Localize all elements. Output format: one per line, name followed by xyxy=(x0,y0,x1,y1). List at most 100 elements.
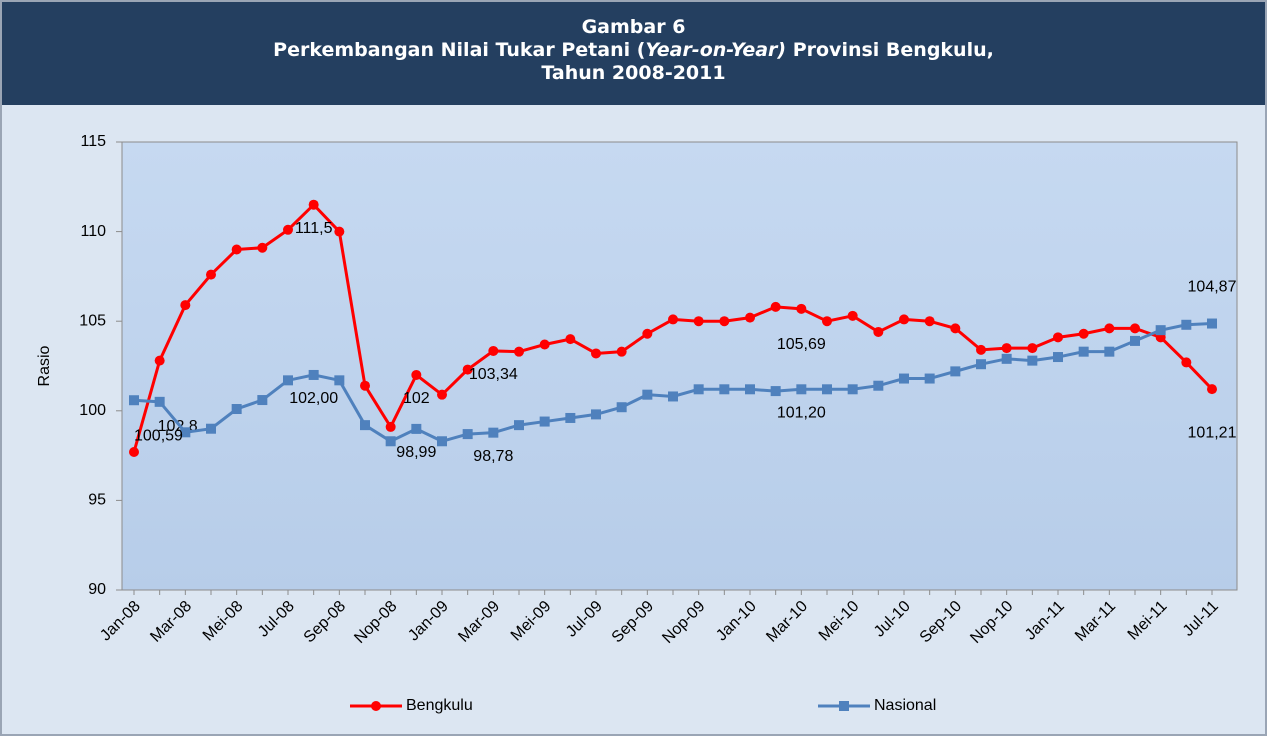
marker xyxy=(796,384,807,395)
data-label: 102,00 xyxy=(289,390,338,407)
marker xyxy=(668,314,678,325)
marker xyxy=(154,396,165,407)
legend-marker xyxy=(371,701,381,711)
marker xyxy=(976,359,986,370)
marker xyxy=(385,421,396,432)
marker xyxy=(1078,346,1089,357)
plot-area xyxy=(121,141,1238,591)
y-tick-label: 115 xyxy=(80,133,106,150)
marker xyxy=(616,346,627,357)
marker xyxy=(385,436,396,447)
marker xyxy=(1053,332,1063,343)
marker xyxy=(847,310,858,321)
marker xyxy=(950,323,961,334)
marker xyxy=(257,395,268,406)
x-tick-label: Sep-10 xyxy=(917,598,966,647)
y-axis-label: Rasio xyxy=(36,345,53,386)
x-tick-label: Mei-11 xyxy=(1125,598,1171,644)
marker xyxy=(180,427,191,438)
x-tick-label: Mar-08 xyxy=(147,598,195,646)
marker xyxy=(1027,355,1038,366)
x-tick-label: Jul-09 xyxy=(563,598,606,641)
marker xyxy=(1207,318,1217,329)
marker xyxy=(308,199,319,210)
marker xyxy=(591,409,601,420)
marker xyxy=(129,395,139,406)
x-tick-label: Jan-11 xyxy=(1022,598,1068,644)
x-tick-label: Mar-09 xyxy=(455,598,503,646)
x-tick-label: Jul-08 xyxy=(255,598,298,641)
marker xyxy=(308,369,319,380)
marker xyxy=(334,226,345,237)
marker xyxy=(822,316,832,327)
marker xyxy=(129,447,139,458)
title-part: Year-on-Year) xyxy=(645,39,787,61)
marker xyxy=(873,380,884,391)
marker xyxy=(899,373,909,384)
chart-title: Gambar 6 Perkembangan Nilai Tukar Petani… xyxy=(2,2,1265,105)
data-label: 101,21 xyxy=(1188,424,1237,441)
marker xyxy=(770,386,781,397)
x-tick-label: Mar-11 xyxy=(1072,598,1119,645)
marker xyxy=(411,423,422,434)
marker xyxy=(642,328,653,339)
x-tick-label: Jan-10 xyxy=(713,598,760,645)
marker xyxy=(514,420,524,431)
marker xyxy=(437,389,447,400)
marker xyxy=(539,416,550,427)
marker xyxy=(950,366,961,377)
data-label: 111,5 xyxy=(295,220,333,237)
y-tick-label: 95 xyxy=(88,492,106,509)
x-tick-label: Nop-08 xyxy=(351,598,400,647)
marker xyxy=(462,364,473,375)
marker xyxy=(334,375,345,386)
x-tick-label: Jan-09 xyxy=(405,598,452,645)
x-tick-label: Nop-09 xyxy=(659,598,708,647)
marker xyxy=(180,300,191,311)
marker xyxy=(642,389,653,400)
marker xyxy=(976,344,986,355)
marker xyxy=(231,404,242,415)
marker xyxy=(1155,325,1166,336)
marker xyxy=(616,402,627,413)
marker xyxy=(411,369,422,380)
x-tick-label: Jul-10 xyxy=(871,598,914,641)
title-line: Gambar 6 xyxy=(581,16,686,38)
x-tick-label: Mei-10 xyxy=(816,598,863,645)
data-label: 101,20 xyxy=(777,405,826,422)
marker xyxy=(283,375,293,386)
marker xyxy=(693,316,704,327)
marker xyxy=(565,334,576,345)
marker xyxy=(924,316,935,327)
x-tick-label: Mar-10 xyxy=(763,598,811,646)
y-tick-label: 105 xyxy=(79,312,106,329)
marker xyxy=(154,355,165,366)
marker xyxy=(1130,335,1140,346)
marker xyxy=(745,312,755,323)
marker xyxy=(719,316,730,327)
marker xyxy=(1001,353,1012,364)
x-tick-label: Nop-10 xyxy=(967,598,1016,647)
marker xyxy=(1078,328,1089,339)
data-label: 103,34 xyxy=(469,366,518,383)
marker xyxy=(822,384,832,395)
y-tick-label: 90 xyxy=(88,581,106,598)
marker xyxy=(796,303,807,314)
marker xyxy=(283,224,293,235)
y-tick-label: 100 xyxy=(79,402,106,419)
marker xyxy=(462,429,473,440)
marker xyxy=(1001,343,1012,354)
marker xyxy=(206,269,216,280)
legend-label: Bengkulu xyxy=(406,697,473,714)
title-line: Perkembangan Nilai Tukar Petani (Year-on… xyxy=(2,39,1265,62)
marker xyxy=(1027,343,1038,354)
marker xyxy=(924,373,935,384)
x-tick-label: Mei-08 xyxy=(200,598,247,645)
marker xyxy=(1181,319,1192,330)
marker xyxy=(231,244,242,255)
marker xyxy=(1207,384,1217,395)
marker xyxy=(539,339,550,350)
title-part: Provinsi Bengkulu, xyxy=(786,39,994,61)
marker xyxy=(1053,352,1063,363)
